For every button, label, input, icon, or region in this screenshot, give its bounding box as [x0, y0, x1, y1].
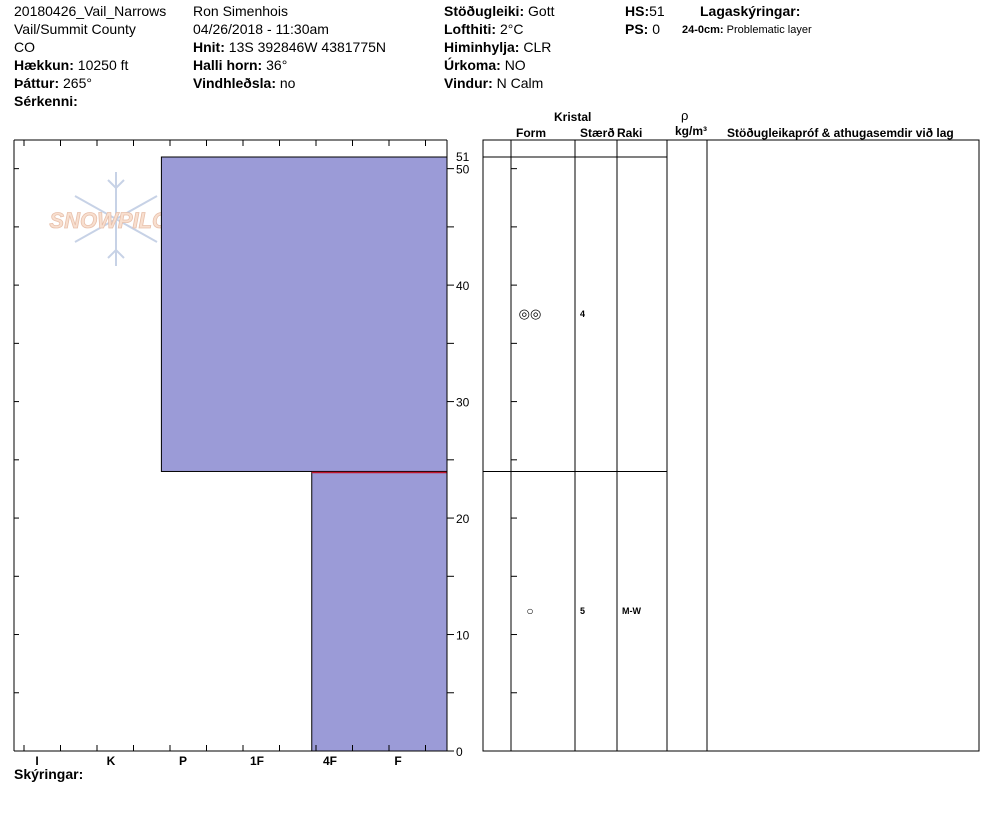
rho-header: ρ [681, 108, 689, 123]
size-header: Stærð [580, 126, 615, 140]
stability-value: Gott [528, 3, 555, 19]
datetime: 04/26/2018 - 11:30am [193, 21, 329, 37]
elevation-field: Hækkun: 10250 ft [14, 57, 128, 74]
layer-size: 5 [580, 606, 585, 616]
wind-field: Vindur: N Calm [444, 75, 543, 92]
air-temp-value: 2°C [499, 21, 524, 37]
x-tick-label: 4F [323, 754, 337, 768]
density-unit-header: kg/m³ [675, 124, 708, 138]
aspect-label: Þáttur: [14, 75, 60, 91]
hardness-bar-0 [160, 156, 448, 472]
sky-value: CLR [523, 39, 552, 55]
layer-size: 4 [580, 309, 585, 319]
x-tick-label: 1F [250, 754, 264, 768]
wind-loading-value: no [279, 75, 296, 91]
stability-label: Stöðugleiki: [444, 3, 525, 19]
legend-text: Problematic layer [726, 24, 812, 36]
layer-form-glyph: ○ [526, 604, 533, 618]
wind-loading-field: Vindhleðsla: no [193, 75, 295, 92]
hs-label: HS: [625, 3, 650, 19]
coords-value: 13S 392846W 4381775N [228, 39, 387, 55]
y-tick-label: 0 [456, 745, 463, 759]
x-tick-label: F [394, 754, 401, 768]
x-tick-label: I [35, 754, 38, 768]
x-tick-label: K [107, 754, 116, 768]
hardness-bar-1 [311, 470, 448, 752]
slope-field: Halli horn: 36° [193, 57, 287, 74]
y-tick-label: 30 [456, 396, 470, 410]
wind-loading-label: Vindhleðsla: [193, 75, 276, 91]
precip-label: Úrkoma: [444, 57, 501, 73]
aspect-value: 265° [63, 75, 92, 91]
hs-field: HS:51 [625, 3, 665, 20]
sky-label: Himinhylja: [444, 39, 520, 55]
legend-range: 24-0cm: [682, 24, 724, 36]
wind-label: Vindur: [444, 75, 493, 91]
x-tick-label: P [179, 754, 187, 768]
precip-field: Úrkoma: NO [444, 57, 526, 74]
observer: Ron Simenhois [193, 3, 288, 19]
coords-label: Hnit: [193, 39, 225, 55]
coords-field: Hnit: 13S 392846W 4381775N [193, 39, 386, 56]
air-temp-field: Lofthiti: 2°C [444, 21, 523, 38]
state: CO [14, 39, 35, 55]
ps-label: PS: [625, 21, 649, 37]
y-tick-label: 20 [456, 512, 470, 526]
sky-field: Himinhylja: CLR [444, 39, 551, 56]
slope-value: 36° [266, 57, 288, 73]
crystal-header: Kristal [554, 110, 592, 124]
legend-entry: 24-0cm: Problematic layer [682, 22, 812, 39]
features-label: Sérkenni: [14, 93, 78, 109]
elevation-value: 10250 ft [77, 57, 129, 73]
y-tick-label: 10 [456, 629, 470, 643]
y-tick-label: 40 [456, 279, 470, 293]
precip-value: NO [504, 57, 526, 73]
table-frame [482, 139, 980, 752]
air-temp-label: Lofthiti: [444, 21, 497, 37]
hs-value: 51 [649, 3, 665, 19]
y-top-label: 51 [456, 150, 470, 164]
ps-field: PS: 0 [625, 21, 660, 38]
aspect-field: Þáttur: 265° [14, 75, 92, 92]
slope-label: Halli horn: [193, 57, 263, 73]
moisture-header: Raki [617, 126, 643, 140]
location: Vail/Summit County [14, 21, 136, 37]
layer-moisture: M-W [622, 606, 641, 616]
y-tick-label: 50 [456, 163, 470, 177]
layer-form-glyph: ◎◎ [519, 306, 542, 321]
legend-label: Lagaskýringar: [700, 3, 801, 19]
stability-field: Stöðugleiki: Gott [444, 3, 554, 20]
stability-comments-header: Stöðugleikapróf & athugasemdir við lag [727, 126, 954, 140]
footer-label: Skýringar: [14, 766, 84, 782]
wind-value: N Calm [496, 75, 544, 91]
elevation-label: Hækkun: [14, 57, 74, 73]
site-name: 20180426_Vail_Narrows [14, 3, 167, 19]
ps-value: 0 [652, 21, 661, 37]
form-header: Form [516, 126, 546, 140]
